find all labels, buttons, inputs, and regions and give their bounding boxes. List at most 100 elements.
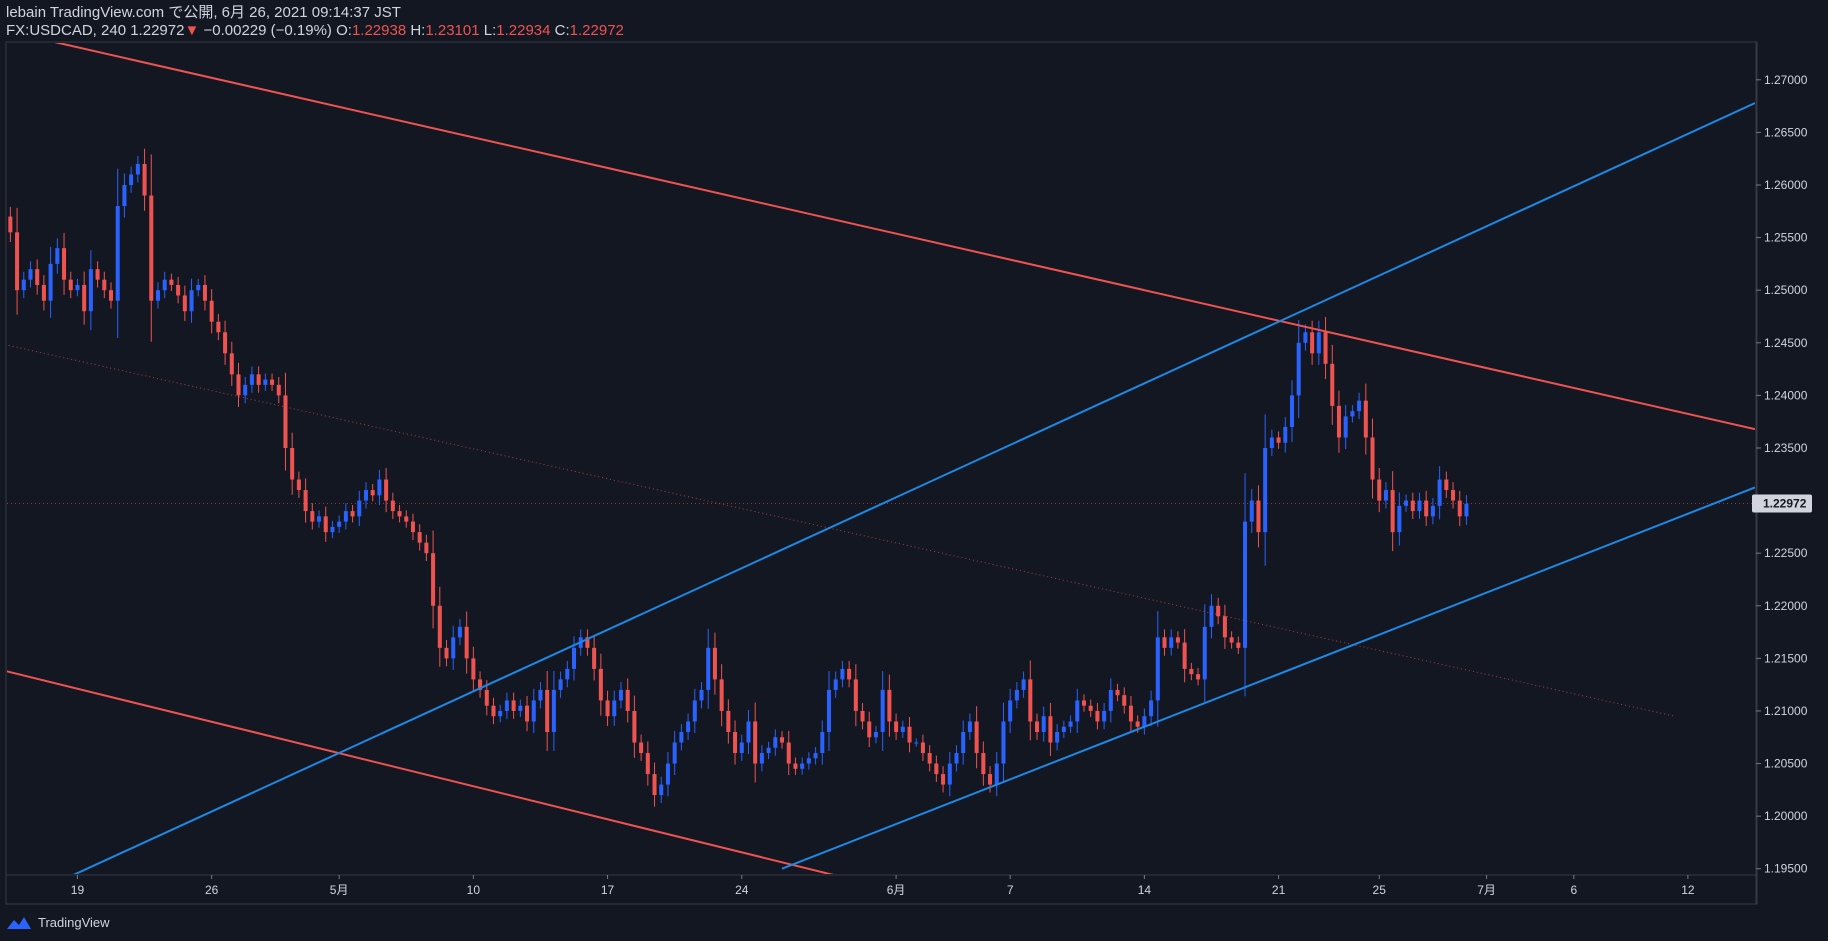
time-tick-label: 21 — [1272, 883, 1286, 897]
price-tick-label: 1.25000 — [1764, 283, 1808, 297]
time-tick-label: 10 — [467, 883, 481, 897]
chart-header: lebain TradingView.com で公開, 6月 26, 2021 … — [6, 4, 1806, 40]
candle-up — [1155, 637, 1160, 701]
candle-down — [176, 284, 181, 296]
symbol-label[interactable]: FX:USDCAD, 240 — [6, 22, 127, 39]
candle-up — [317, 516, 322, 522]
candle-down — [484, 689, 489, 706]
candle-up — [1102, 710, 1107, 722]
candle-down — [350, 511, 355, 517]
candle-down — [95, 269, 100, 280]
brand-label[interactable]: TradingView — [38, 914, 110, 930]
candle-down — [1175, 637, 1180, 643]
candle-up — [1149, 700, 1154, 717]
candle-up — [1289, 395, 1295, 427]
candle-down — [8, 216, 13, 233]
price-axis[interactable]: 1.27000 1.26500 1.26000 1.25500 1.25000 1.245… — [1752, 73, 1812, 876]
candle-up — [806, 758, 811, 764]
candle-up — [1075, 700, 1080, 722]
candle-down — [1048, 716, 1053, 743]
candle-down — [1444, 479, 1449, 491]
candle-up — [243, 384, 248, 396]
candle-up — [1108, 689, 1113, 711]
price-tick-label: 1.22500 — [1764, 546, 1808, 560]
candle-up — [947, 763, 952, 785]
high-value: 1.23101 — [425, 22, 480, 39]
candle-up — [1397, 505, 1402, 533]
trendline-lower-blue[interactable] — [781, 486, 1755, 870]
candle-down — [35, 269, 40, 285]
candle-down — [1310, 332, 1315, 354]
candle-up — [1202, 626, 1207, 680]
candle-up — [88, 269, 93, 312]
candle-up — [1008, 700, 1013, 722]
candle-down — [431, 553, 436, 606]
candle-up — [679, 731, 684, 743]
candle-up — [826, 689, 832, 732]
price-tick-label: 1.21000 — [1764, 704, 1808, 718]
candle-down — [102, 279, 107, 291]
candle-down — [645, 753, 650, 775]
time-tick-label: 12 — [1681, 883, 1695, 897]
candle-down — [1128, 705, 1133, 722]
trendlines-layer[interactable] — [0, 17, 1755, 901]
candle-down — [82, 284, 87, 312]
candle-down — [1222, 616, 1227, 638]
time-tick-label: 24 — [735, 883, 749, 897]
candle-down — [471, 658, 476, 680]
candle-down — [1236, 642, 1241, 648]
candle-down — [310, 511, 315, 522]
trendline-mid-dotted[interactable] — [0, 343, 1675, 717]
candle-up — [155, 290, 160, 301]
candle-down — [780, 737, 785, 743]
candle-down — [592, 647, 597, 669]
candle-up — [129, 174, 134, 186]
candle-up — [800, 763, 805, 769]
candle-down — [525, 705, 530, 722]
candle-down — [108, 290, 114, 301]
price-tick-label: 1.19500 — [1764, 862, 1808, 876]
time-tick-label: 26 — [205, 883, 219, 897]
candle-up — [377, 479, 382, 496]
trendline-upper-blue[interactable] — [64, 102, 1755, 879]
candle-up — [914, 742, 919, 744]
candle-up — [28, 269, 33, 280]
candle-up — [1169, 637, 1174, 648]
candle-down — [404, 516, 409, 522]
time-axis[interactable]: 19 26 5月 10 17 24 6月 7 14 21 25 7月 6 12 — [71, 875, 1695, 897]
candle-up — [565, 668, 570, 680]
candle-up — [451, 637, 456, 659]
candle-up — [1021, 679, 1026, 690]
candle-down — [632, 710, 637, 743]
candle-up — [659, 784, 664, 796]
candle-up — [1404, 500, 1409, 506]
candle-down — [605, 700, 610, 717]
candle-down — [417, 532, 422, 543]
candle-up — [551, 689, 556, 732]
price-tick-label: 1.26500 — [1764, 125, 1808, 139]
candle-up — [249, 374, 254, 385]
candle-down — [712, 647, 717, 680]
candle-down — [491, 705, 496, 717]
trendline-upper-red[interactable] — [0, 17, 1755, 431]
candle-down — [1451, 490, 1456, 501]
candle-down — [639, 742, 644, 754]
candle-down — [1229, 637, 1234, 643]
tradingview-logo-icon[interactable] — [6, 914, 32, 930]
time-tick-label: 6月 — [887, 883, 906, 897]
open-value: 1.22938 — [351, 22, 407, 39]
candle-up — [1061, 726, 1066, 732]
candle-up — [122, 185, 127, 207]
price-tick-label: 1.24500 — [1764, 336, 1808, 350]
price-tick-label: 1.20500 — [1764, 757, 1808, 771]
candle-up — [357, 500, 362, 517]
candle-down — [1330, 363, 1335, 406]
candle-down — [384, 479, 389, 501]
time-tick-label: 7 — [1007, 883, 1014, 897]
trendline-lower-red[interactable] — [0, 669, 936, 900]
candle-up — [1303, 332, 1308, 343]
candle-down — [753, 721, 758, 764]
candle-down — [1081, 700, 1086, 706]
candle-down — [981, 753, 986, 775]
